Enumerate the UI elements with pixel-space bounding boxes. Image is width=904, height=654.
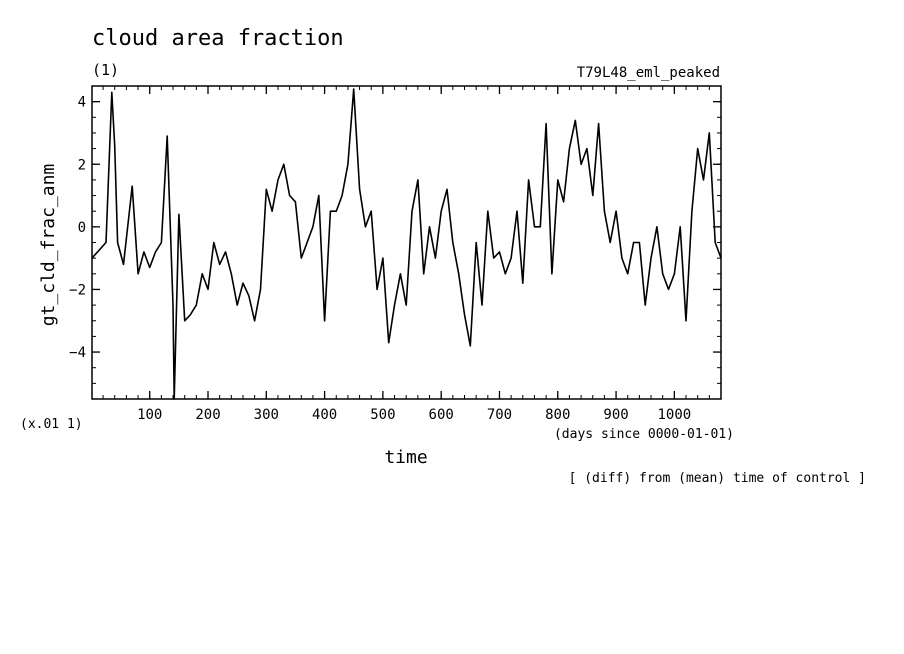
footnote: [ (diff) from (mean) time of control ] [569,471,866,486]
y-tick-label: −2 [69,282,86,298]
experiment-label: T79L48_eml_peaked [577,65,720,81]
x-units: (days since 0000-01-01) [554,427,734,442]
x-tick-label: 1000 [658,407,692,423]
y-axis-label: gt_cld_frac_anm [38,164,59,327]
x-tick-label: 600 [429,407,454,423]
series-line [91,88,722,400]
x-tick-label: 700 [487,407,512,423]
x-tick-label: 100 [137,407,162,423]
x-tick-label: 900 [603,407,628,423]
x-tick-label: 200 [195,407,220,423]
y-tick-label: 2 [78,157,86,173]
y-scale-note: (x.01 1) [20,417,83,432]
series-layer [91,88,722,400]
x-axis-label: time [384,447,427,468]
unit-note: (1) [92,61,119,79]
y-tick-label: 0 [78,220,86,236]
x-tick-label: 500 [370,407,395,423]
x-tick-label: 300 [254,407,279,423]
y-tick-label: 4 [78,95,86,111]
y-tick-label: −4 [69,345,86,361]
x-tick-label: 400 [312,407,337,423]
plot-frame [91,85,722,400]
chart-title: cloud area fraction [92,26,344,51]
x-tick-label: 800 [545,407,570,423]
